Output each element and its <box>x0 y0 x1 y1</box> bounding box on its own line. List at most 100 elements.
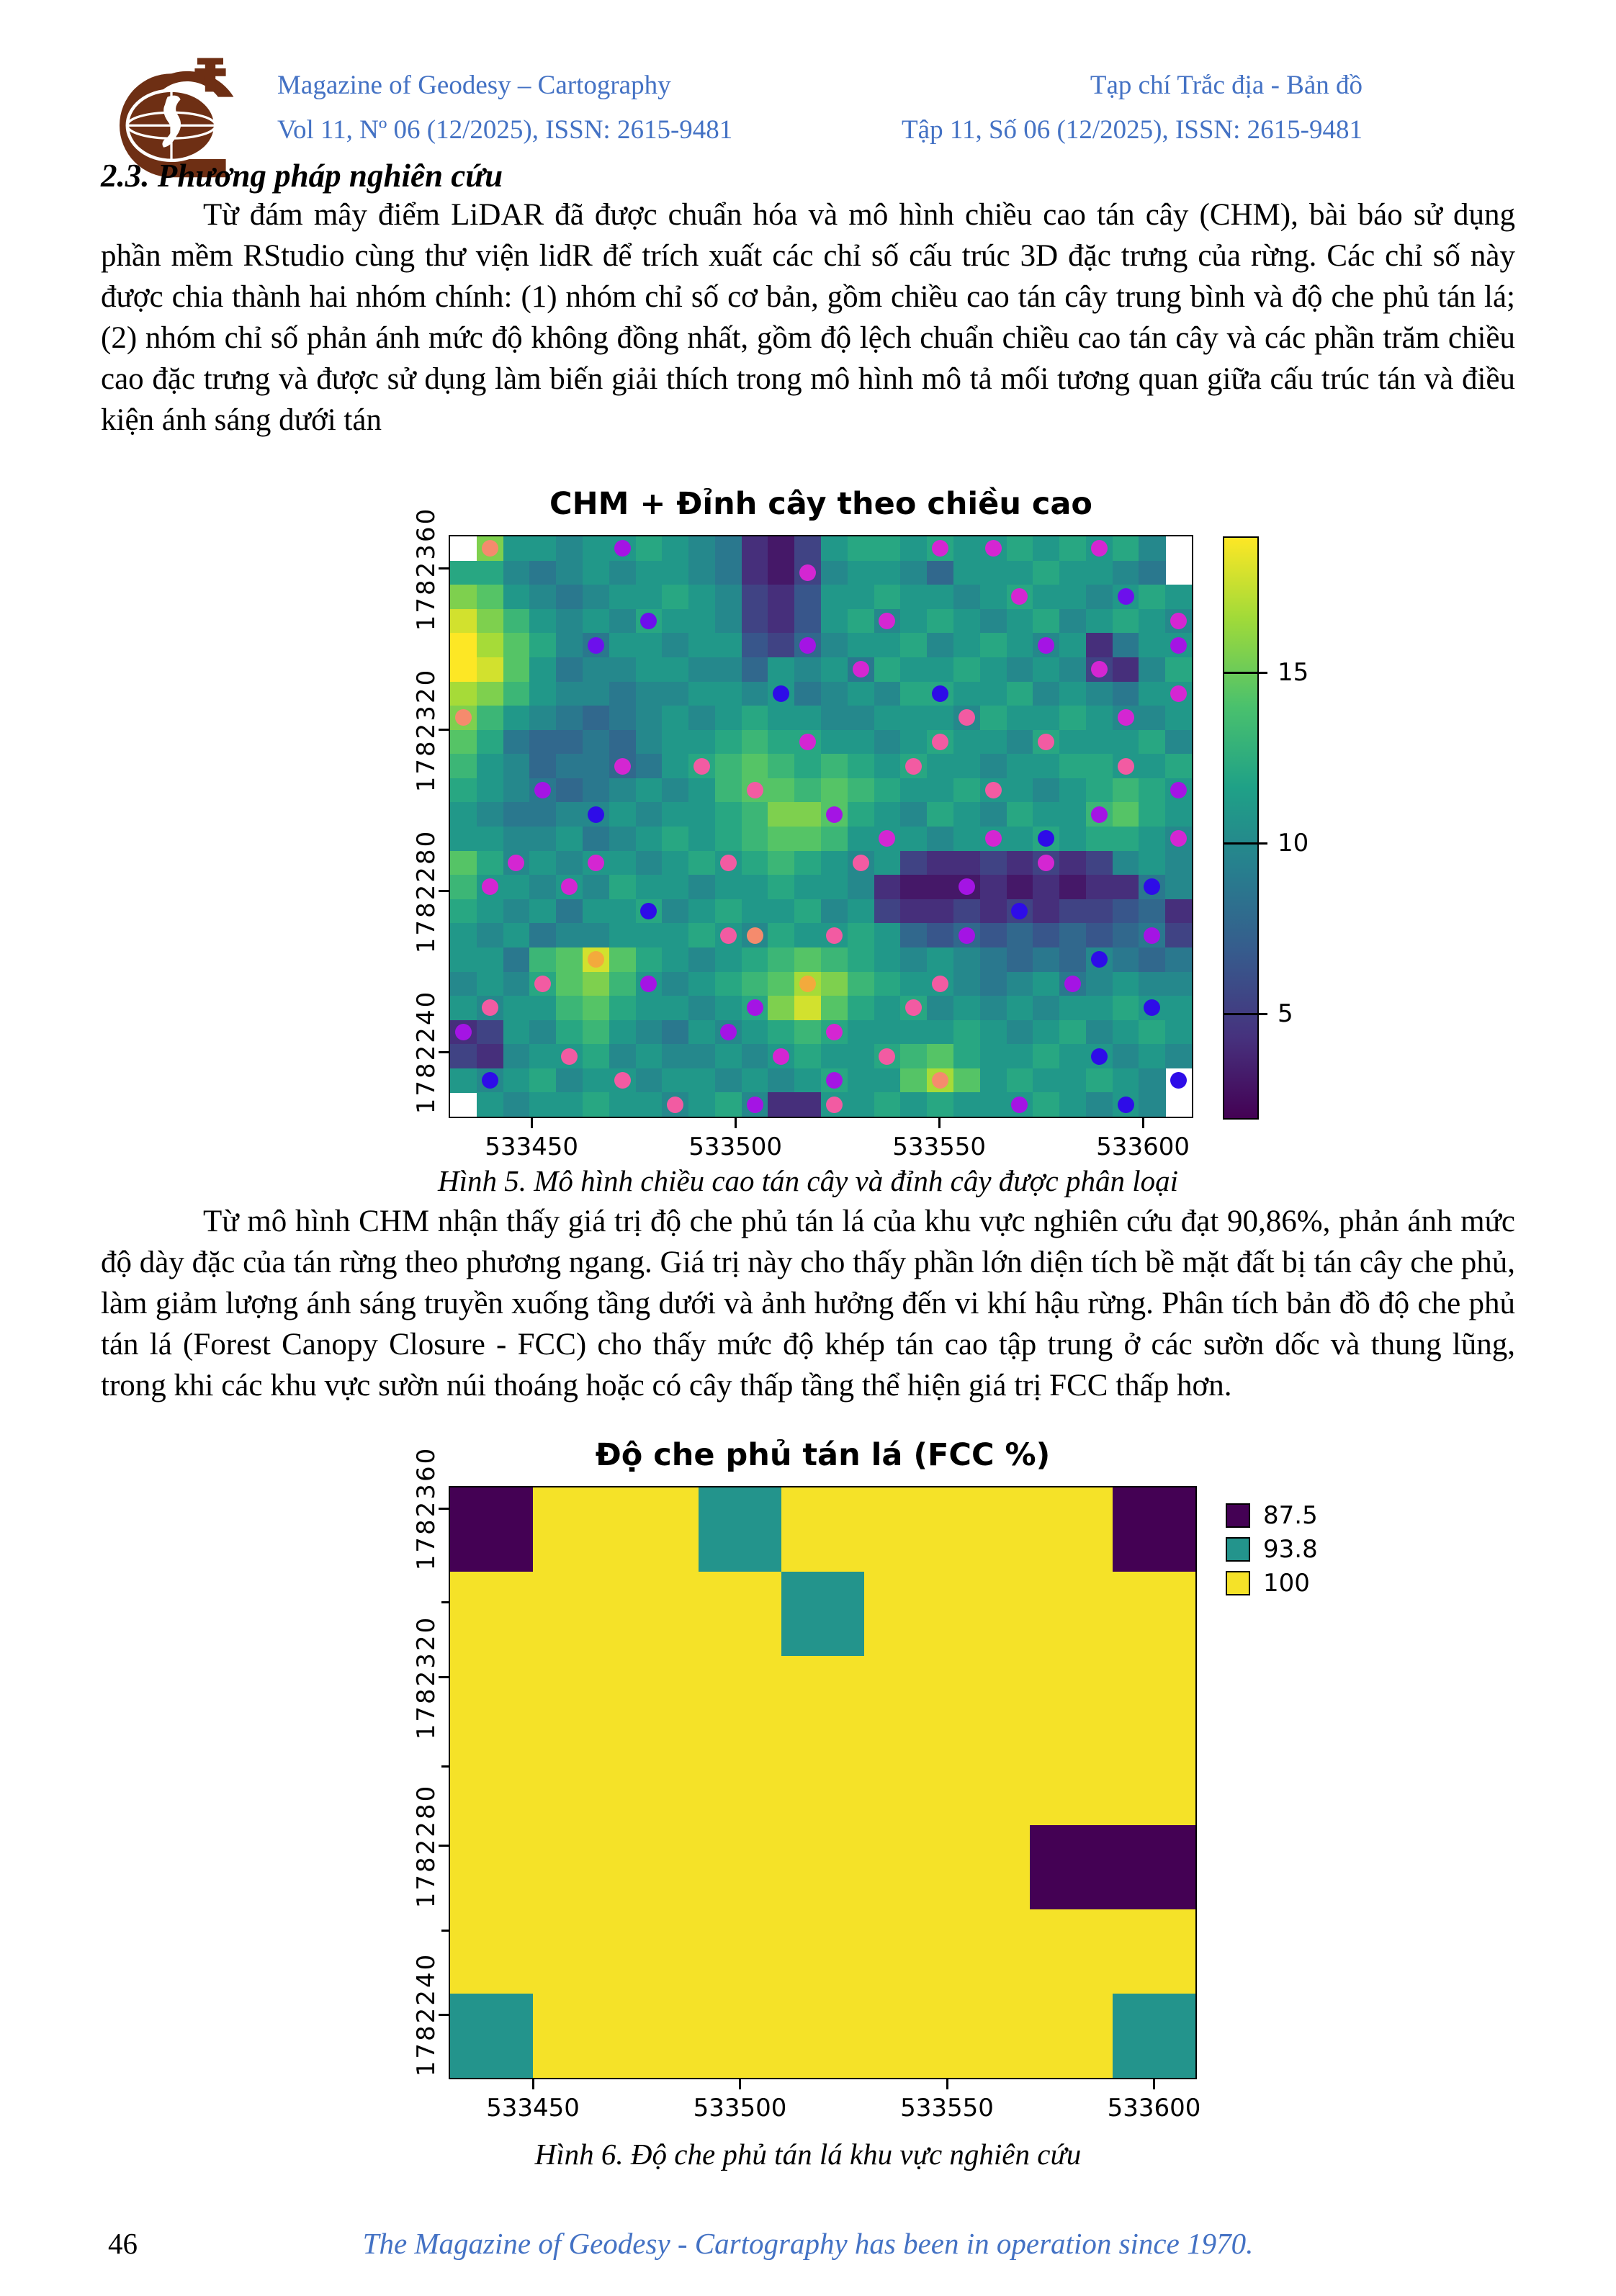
fcc-cell <box>1030 1909 1113 1994</box>
chm-cell <box>1139 608 1166 634</box>
chm-cell <box>662 778 689 803</box>
tree-top-dot <box>984 540 1002 557</box>
chm-cell <box>1059 947 1087 973</box>
chm-cell <box>662 875 689 900</box>
tree-top-dot <box>481 878 498 896</box>
chm-cell <box>1139 827 1166 852</box>
chm-cell <box>635 827 663 852</box>
chm-cell <box>1112 996 1140 1021</box>
fcc-cell <box>1113 1656 1195 1742</box>
chm-cell <box>662 560 689 585</box>
chm-cell <box>927 754 954 779</box>
chm-cell <box>1059 1092 1087 1117</box>
chm-cell <box>794 585 822 610</box>
chm-cell <box>529 585 557 610</box>
y-axis-tick <box>439 1507 450 1510</box>
fcc-cell <box>864 1909 948 1994</box>
chm-cell <box>1112 971 1140 996</box>
tree-top-dot <box>932 540 949 557</box>
y-axis-tick <box>439 2013 450 2016</box>
chm-cell <box>476 899 504 924</box>
tree-top-dot <box>719 854 737 871</box>
tree-top-dot <box>746 999 763 1017</box>
chm-cell <box>768 996 795 1021</box>
chm-cell <box>1033 947 1060 973</box>
chm-cell <box>529 1044 557 1069</box>
chm-cell <box>821 536 848 562</box>
chm-cell <box>476 585 504 610</box>
chm-cell <box>529 1019 557 1045</box>
tree-top-dot <box>746 927 763 944</box>
chm-cell <box>714 827 742 852</box>
chm-cell <box>847 947 875 973</box>
chm-cell <box>768 706 795 731</box>
chm-cell <box>1112 1068 1140 1093</box>
chm-cell <box>953 947 981 973</box>
chm-cell <box>1112 923 1140 948</box>
chm-cell <box>662 899 689 924</box>
footer-journal-text: The Magazine of Geodesy - Cartography ha… <box>362 2227 1254 2260</box>
x-axis-tick <box>734 1117 737 1128</box>
chm-cell <box>768 1068 795 1093</box>
chm-cell <box>900 923 928 948</box>
chm-cell <box>1059 560 1087 585</box>
chm-cell <box>1085 1019 1113 1045</box>
chm-cell <box>476 971 504 996</box>
chm-cell <box>821 585 848 610</box>
chm-cell <box>821 875 848 900</box>
chm-cell <box>979 1019 1007 1045</box>
chm-cell <box>476 657 504 683</box>
paragraph-fcc: Từ mô hình CHM nhận thấy giá trị độ che … <box>101 1205 1515 1403</box>
tree-top-dot <box>799 564 817 581</box>
chm-cell <box>450 1068 477 1093</box>
chm-cell <box>688 778 716 803</box>
fcc-cell <box>781 1656 865 1742</box>
chm-cell <box>953 802 981 827</box>
chm-cell <box>1006 996 1033 1021</box>
chm-cell <box>476 729 504 755</box>
chm-cell <box>609 971 637 996</box>
chm-cell <box>450 923 477 948</box>
fcc-cell <box>1030 1740 1113 1826</box>
chm-cell <box>741 560 769 585</box>
fcc-cell <box>947 1909 1031 1994</box>
chm-cell <box>609 850 637 875</box>
chm-cell <box>900 850 928 875</box>
chm-cell <box>1112 850 1140 875</box>
section-heading: 2.3. Phương pháp nghiên cứu <box>101 158 503 194</box>
chm-cell <box>927 850 954 875</box>
chm-cell <box>794 827 822 852</box>
fcc-cell <box>1113 1487 1195 1572</box>
chm-cell <box>450 778 477 803</box>
chm-cell <box>1006 560 1033 585</box>
chm-cell <box>768 899 795 924</box>
chm-cell <box>1059 657 1087 683</box>
tree-top-dot <box>508 854 525 871</box>
chm-cell <box>1165 996 1192 1021</box>
tree-top-dot <box>1117 757 1134 775</box>
fcc-cell <box>947 1993 1031 2078</box>
chm-cell <box>688 802 716 827</box>
fcc-cell <box>699 1993 782 2078</box>
chm-cell <box>1033 971 1060 996</box>
chm-cell <box>1006 536 1033 562</box>
tree-top-dot <box>1090 951 1108 968</box>
chm-cell <box>450 899 477 924</box>
chm-cell <box>741 754 769 779</box>
tree-top-dot <box>1117 709 1134 726</box>
chm-cell <box>953 1019 981 1045</box>
chm-cell <box>847 754 875 779</box>
chm-cell <box>582 585 610 610</box>
chm-cell <box>741 1044 769 1069</box>
tree-top-dot <box>773 685 790 702</box>
fcc-cell <box>781 1993 865 2078</box>
x-axis-tick-label: 533550 <box>900 2094 994 2122</box>
fcc-cell <box>864 1740 948 1826</box>
fcc-cell <box>864 1993 948 2078</box>
chm-cell <box>874 706 901 731</box>
chm-cell <box>874 778 901 803</box>
chm-cell <box>476 560 504 585</box>
chm-cell <box>1085 608 1113 634</box>
chm-cell <box>979 899 1007 924</box>
paragraph-methods: Từ đám mây điểm LiDAR đã được chuẩn hóa … <box>101 198 1515 437</box>
